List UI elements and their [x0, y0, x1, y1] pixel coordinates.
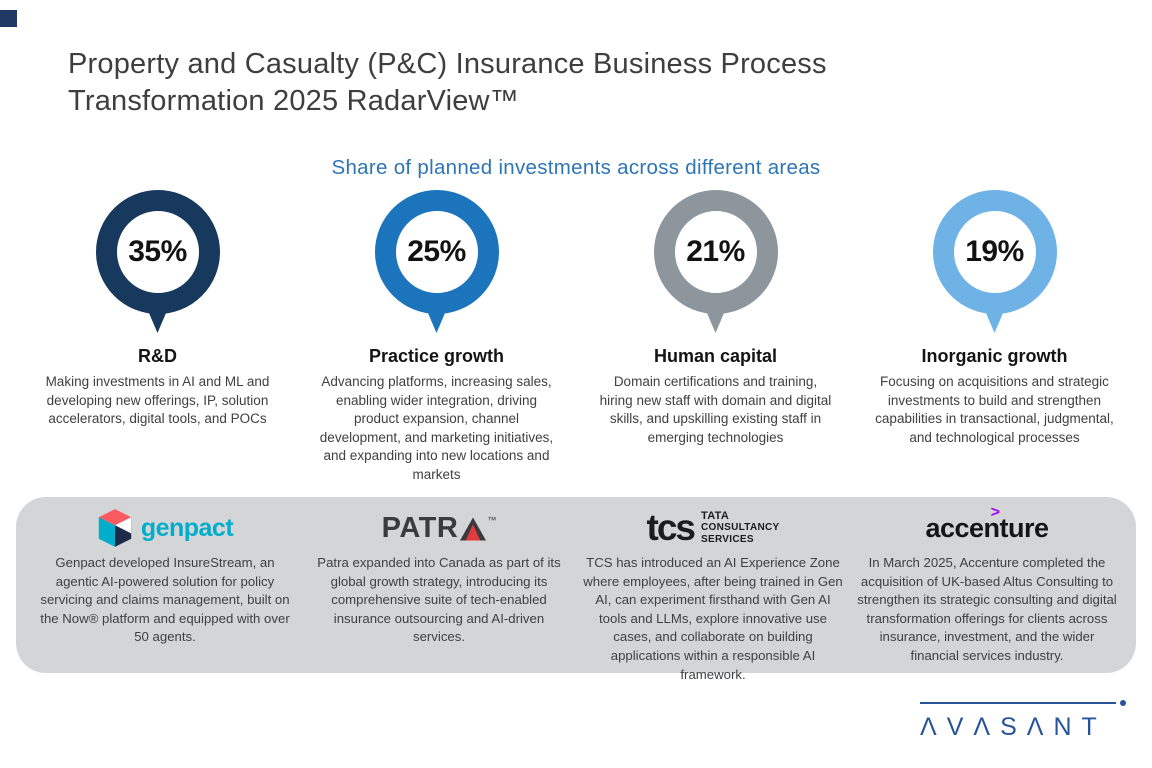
percent-value: 21%: [686, 235, 745, 268]
area-title: Practice growth: [368, 346, 505, 366]
accenture-wordmark: accenture: [925, 512, 1049, 543]
pin-ring: 35%: [95, 190, 220, 314]
percent-pin: 19%: [867, 190, 1122, 333]
percent-pin: 21%: [588, 190, 843, 333]
vendor-card-genpact: genpact Genpact developed InsureStream, …: [34, 504, 296, 684]
accenture-greater-than-icon: >: [990, 503, 1001, 521]
avasant-dot-icon: [1120, 700, 1126, 706]
patra-wordmark: PATR: [381, 512, 459, 544]
tata-consultancy-services-text: TATA CONSULTANCY SERVICES: [701, 509, 780, 545]
vendor-description: Genpact developed InsureStream, an agent…: [40, 555, 290, 645]
vendor-card-patra: PATR ™ Patra expanded into Canada as par…: [308, 504, 570, 684]
area-column-human-capital: 21% Human capital Domain certifications …: [588, 190, 843, 484]
percent-pin: 35%: [30, 190, 285, 333]
pin-ring: 25%: [374, 190, 499, 314]
trademark-symbol: ™: [487, 515, 497, 525]
vendor-examples-panel: genpact Genpact developed InsureStream, …: [16, 497, 1136, 682]
area-column-rd: 35% R&D Making investments in AI and ML …: [30, 190, 285, 484]
investment-areas-row: 35% R&D Making investments in AI and ML …: [30, 190, 1122, 484]
vendor-card-accenture: > accenture In March 2025, Accenture com…: [856, 504, 1118, 684]
patra-triangle-icon: [460, 517, 487, 541]
pin-tail: [984, 310, 1005, 333]
area-description: Making investments in AI and ML and deve…: [45, 374, 270, 426]
patra-logo: PATR ™: [381, 512, 497, 544]
area-title: Human capital: [653, 346, 778, 366]
vendor-description: Patra expanded into Canada as part of it…: [317, 555, 561, 645]
pin-ring: 19%: [932, 190, 1057, 314]
genpact-cube-icon: [98, 509, 132, 547]
area-title: R&D: [138, 346, 177, 366]
area-column-inorganic-growth: 19% Inorganic growth Focusing on acquisi…: [867, 190, 1122, 484]
tcs-logo: tcs TATA CONSULTANCY SERVICES: [646, 507, 780, 548]
percent-value: 35%: [128, 235, 187, 268]
vendor-description: TCS has introduced an AI Experience Zone…: [583, 555, 843, 682]
pin-tail: [705, 310, 726, 333]
percent-value: 19%: [965, 235, 1024, 268]
avasant-line: [920, 700, 1126, 706]
area-description: Advancing platforms, increasing sales, e…: [319, 374, 554, 482]
percent-value: 25%: [407, 235, 466, 268]
page-title-line1: Property and Casualty (P&C) Insurance Bu…: [68, 48, 827, 80]
accenture-logo: > accenture: [925, 504, 1049, 543]
avasant-wordmark: ΛVΛSΛNT: [920, 713, 1107, 741]
pin-tail: [147, 310, 168, 333]
chart-subtitle: Share of planned investments across diff…: [331, 156, 821, 179]
genpact-logo: genpact: [97, 508, 234, 548]
page-title: Property and Casualty (P&C) Insurance Bu…: [68, 46, 948, 120]
vendor-card-tcs: tcs TATA CONSULTANCY SERVICES TCS has in…: [582, 504, 844, 684]
pin-tail: [426, 310, 447, 333]
area-description: Domain certifications and training, hiri…: [599, 374, 832, 445]
area-description: Focusing on acquisitions and strategic i…: [875, 374, 1114, 445]
avasant-logo: ΛVΛSΛNT: [920, 700, 1128, 742]
area-column-practice-growth: 25% Practice growth Advancing platforms,…: [309, 190, 564, 484]
tcs-wordmark: tcs: [646, 507, 697, 548]
genpact-wordmark: genpact: [140, 513, 234, 542]
vendor-description: In March 2025, Accenture completed the a…: [857, 555, 1117, 663]
percent-pin: 25%: [309, 190, 564, 333]
area-title: Inorganic growth: [921, 346, 1068, 366]
page-title-line2: Transformation 2025 RadarView™: [68, 85, 519, 117]
pin-ring: 21%: [653, 190, 778, 314]
corner-square-mark: [0, 10, 17, 27]
